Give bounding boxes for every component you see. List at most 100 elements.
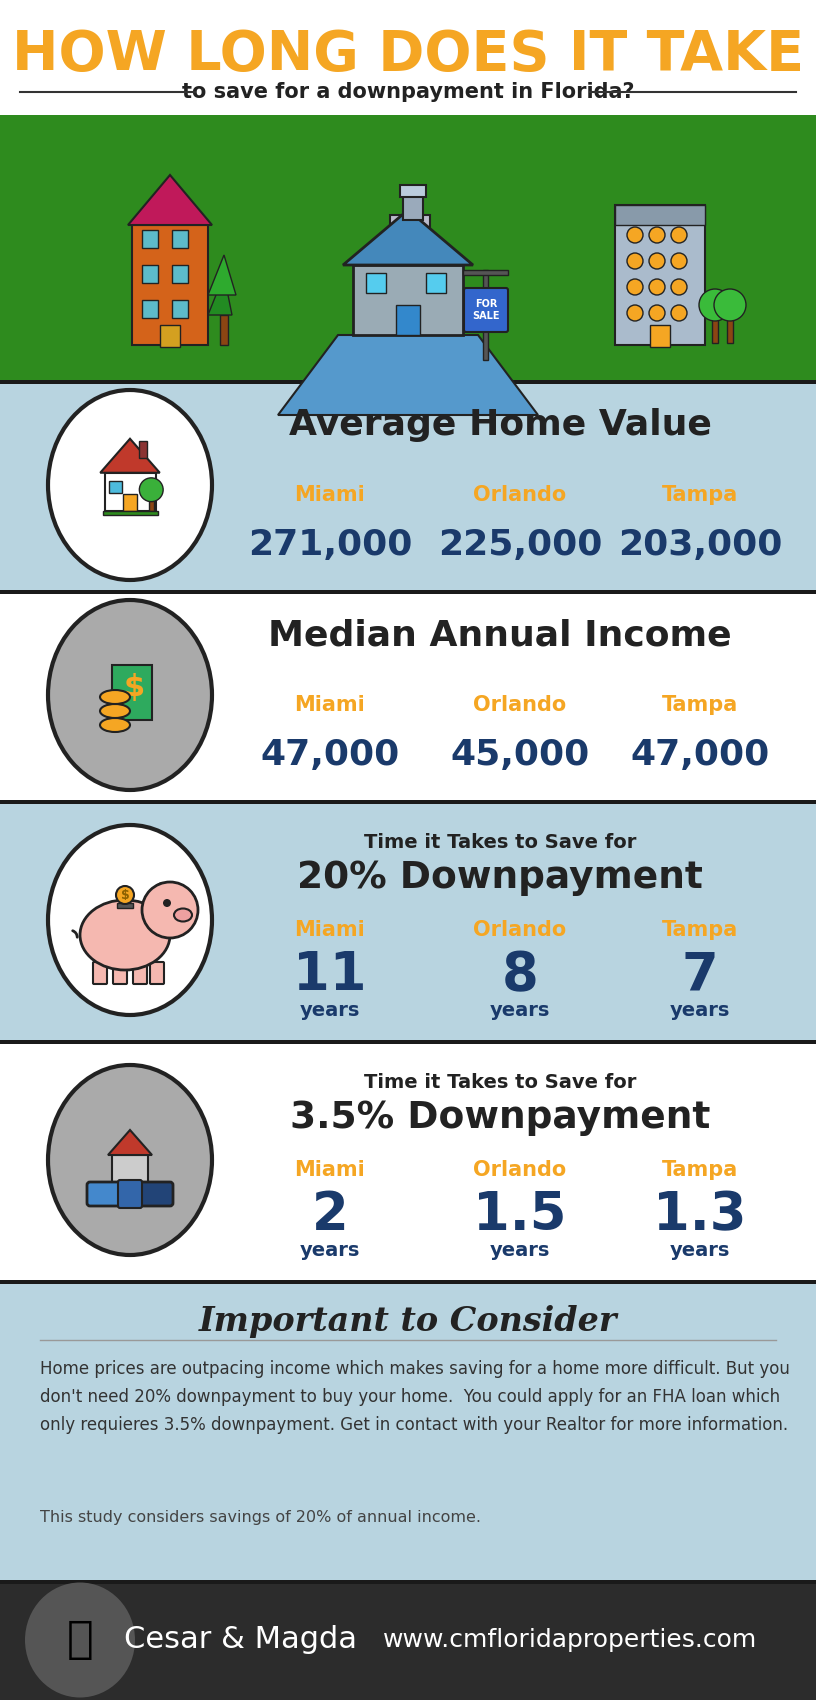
Text: 271,000: 271,000	[248, 529, 412, 563]
FancyBboxPatch shape	[0, 275, 816, 381]
Circle shape	[671, 279, 687, 296]
FancyBboxPatch shape	[0, 116, 816, 381]
Text: Tampa: Tampa	[662, 1159, 738, 1180]
FancyBboxPatch shape	[104, 473, 156, 512]
Circle shape	[699, 289, 731, 321]
Text: Miami: Miami	[295, 920, 366, 940]
Text: 11: 11	[293, 949, 366, 1001]
Text: 47,000: 47,000	[631, 738, 769, 772]
Text: Orlando: Orlando	[473, 695, 566, 716]
FancyBboxPatch shape	[109, 481, 122, 493]
Circle shape	[627, 253, 643, 269]
FancyBboxPatch shape	[142, 265, 158, 282]
FancyBboxPatch shape	[172, 265, 188, 282]
FancyBboxPatch shape	[93, 962, 107, 984]
Ellipse shape	[48, 600, 212, 791]
Text: Tampa: Tampa	[662, 484, 738, 505]
FancyBboxPatch shape	[118, 1180, 142, 1209]
Text: 1.3: 1.3	[654, 1188, 747, 1241]
Ellipse shape	[48, 389, 212, 580]
FancyBboxPatch shape	[615, 206, 705, 224]
Text: Miami: Miami	[295, 484, 366, 505]
Text: years: years	[490, 1241, 550, 1260]
Polygon shape	[343, 211, 473, 265]
Ellipse shape	[100, 717, 130, 733]
Text: Time it Takes to Save for: Time it Takes to Save for	[364, 1073, 636, 1091]
Text: $: $	[121, 889, 130, 901]
Circle shape	[649, 304, 665, 321]
Text: years: years	[299, 1241, 360, 1260]
Text: 8: 8	[502, 949, 539, 1001]
Text: 2: 2	[312, 1188, 348, 1241]
FancyBboxPatch shape	[142, 299, 158, 318]
FancyBboxPatch shape	[87, 1182, 128, 1205]
FancyBboxPatch shape	[650, 325, 670, 347]
FancyBboxPatch shape	[139, 442, 147, 459]
FancyBboxPatch shape	[0, 0, 816, 116]
Text: years: years	[299, 1001, 360, 1020]
Text: Home prices are outpacing income which makes saving for a home more difficult. B: Home prices are outpacing income which m…	[40, 1360, 790, 1433]
Circle shape	[140, 478, 163, 502]
FancyBboxPatch shape	[0, 801, 816, 1040]
FancyBboxPatch shape	[426, 274, 446, 292]
Text: Tampa: Tampa	[662, 920, 738, 940]
Text: years: years	[490, 1001, 550, 1020]
FancyBboxPatch shape	[483, 270, 488, 360]
Text: 45,000: 45,000	[450, 738, 590, 772]
Polygon shape	[100, 439, 160, 473]
Circle shape	[671, 228, 687, 243]
FancyBboxPatch shape	[0, 381, 816, 590]
Ellipse shape	[174, 908, 192, 921]
Text: HOW LONG DOES IT TAKE: HOW LONG DOES IT TAKE	[12, 27, 804, 82]
FancyBboxPatch shape	[463, 270, 508, 275]
FancyBboxPatch shape	[464, 287, 508, 332]
Text: This study considers savings of 20% of annual income.: This study considers savings of 20% of a…	[40, 1510, 481, 1525]
Polygon shape	[128, 175, 212, 224]
FancyBboxPatch shape	[112, 1154, 148, 1183]
Ellipse shape	[100, 704, 130, 717]
FancyBboxPatch shape	[0, 590, 816, 801]
FancyBboxPatch shape	[150, 962, 164, 984]
Text: Important to Consider: Important to Consider	[199, 1306, 617, 1338]
FancyBboxPatch shape	[160, 325, 180, 347]
Text: to save for a downpayment in Florida?: to save for a downpayment in Florida?	[182, 82, 634, 102]
Ellipse shape	[100, 690, 130, 704]
FancyBboxPatch shape	[0, 381, 816, 384]
FancyBboxPatch shape	[727, 314, 733, 343]
Ellipse shape	[48, 824, 212, 1015]
Text: Time it Takes to Save for: Time it Takes to Save for	[364, 833, 636, 852]
Text: Orlando: Orlando	[473, 1159, 566, 1180]
Circle shape	[649, 253, 665, 269]
Text: 7: 7	[681, 949, 718, 1001]
Text: Cesar & Magda: Cesar & Magda	[123, 1625, 357, 1654]
Polygon shape	[208, 275, 232, 314]
FancyBboxPatch shape	[0, 1040, 816, 1280]
FancyBboxPatch shape	[113, 962, 127, 984]
FancyBboxPatch shape	[142, 230, 158, 248]
Text: Miami: Miami	[295, 1159, 366, 1180]
Text: 47,000: 47,000	[260, 738, 400, 772]
FancyBboxPatch shape	[133, 962, 147, 984]
FancyBboxPatch shape	[400, 185, 426, 197]
FancyBboxPatch shape	[0, 1280, 816, 1579]
FancyBboxPatch shape	[132, 1182, 173, 1205]
FancyBboxPatch shape	[396, 304, 420, 335]
Text: 203,000: 203,000	[618, 529, 783, 563]
Ellipse shape	[25, 1583, 135, 1698]
Circle shape	[671, 253, 687, 269]
Polygon shape	[208, 255, 236, 296]
FancyBboxPatch shape	[390, 214, 430, 245]
FancyBboxPatch shape	[149, 496, 153, 512]
Ellipse shape	[80, 899, 170, 971]
Ellipse shape	[116, 886, 134, 904]
FancyBboxPatch shape	[366, 274, 386, 292]
Text: Miami: Miami	[295, 695, 366, 716]
Text: 3.5% Downpayment: 3.5% Downpayment	[290, 1100, 710, 1136]
FancyBboxPatch shape	[0, 1579, 816, 1700]
FancyBboxPatch shape	[117, 903, 133, 908]
Circle shape	[163, 899, 171, 908]
FancyBboxPatch shape	[0, 1280, 816, 1284]
FancyBboxPatch shape	[403, 190, 423, 219]
Circle shape	[142, 882, 198, 938]
FancyBboxPatch shape	[0, 1579, 816, 1584]
